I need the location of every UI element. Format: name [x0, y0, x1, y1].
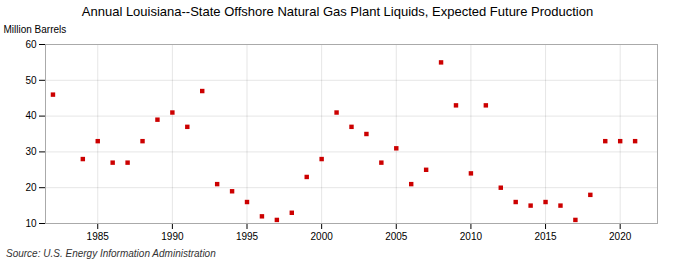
svg-text:10: 10 — [25, 218, 37, 229]
svg-text:2000: 2000 — [311, 231, 334, 242]
svg-text:50: 50 — [25, 75, 37, 86]
svg-text:1990: 1990 — [161, 231, 184, 242]
svg-text:2010: 2010 — [460, 231, 483, 242]
svg-text:1995: 1995 — [236, 231, 259, 242]
svg-text:1985: 1985 — [87, 231, 110, 242]
svg-text:60: 60 — [25, 39, 37, 50]
html-text:Source: U.S. Energy Informatio: Source: U.S. Energy Information Administ… — [6, 248, 216, 259]
svg-text:40: 40 — [25, 110, 37, 121]
svg-text:2020: 2020 — [609, 231, 632, 242]
svg-text:20: 20 — [25, 182, 37, 193]
svg-text:30: 30 — [25, 146, 37, 157]
html-text:Annual Louisiana--State Offsho: Annual Louisiana--State Offshore Natural… — [81, 4, 594, 19]
svg-text:2005: 2005 — [385, 231, 408, 242]
svg-text:2015: 2015 — [534, 231, 557, 242]
svg-text:Million Barrels: Million Barrels — [4, 24, 67, 35]
